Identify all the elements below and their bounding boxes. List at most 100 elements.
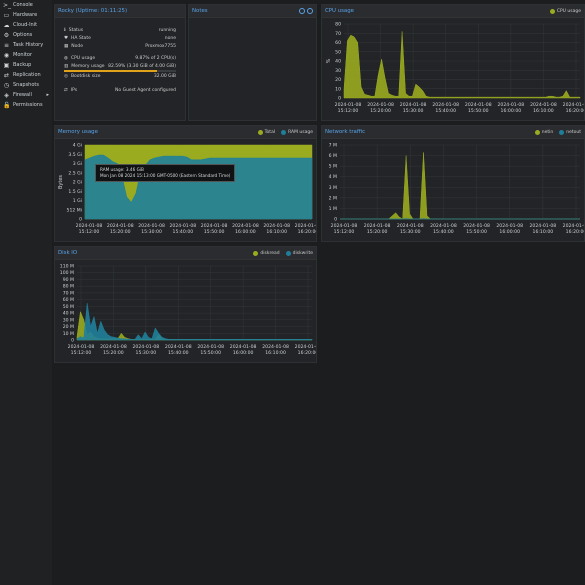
x-tick-date: 2024-01-08 <box>165 344 192 350</box>
memory-key: Memory usage <box>71 63 105 69</box>
legend-item-total[interactable]: Total <box>257 129 275 135</box>
legend-label: netin <box>541 129 554 135</box>
edit-icon[interactable] <box>299 8 305 14</box>
x-tick-time: 15:12:00 <box>79 229 100 235</box>
x-tick-date: 2024-01-08 <box>230 344 257 350</box>
x-tick-time: 15:50:00 <box>200 350 221 356</box>
x-tick-time: 15:12:00 <box>338 108 359 114</box>
x-tick-time: 16:20:00 <box>298 350 316 356</box>
sidebar-item-label: Console <box>13 2 33 8</box>
legend-item-ram-usage[interactable]: RAM usage <box>281 129 313 135</box>
x-tick-time: 15:20:00 <box>367 229 388 235</box>
x-tick-date: 2024-01-08 <box>530 102 557 108</box>
memory-row: ▥ Memory usage 82.59% (3.30 GiB of 4.00 G… <box>55 62 185 70</box>
x-tick-time: 15:30:00 <box>136 350 157 356</box>
shield-icon: ◈ <box>4 91 9 99</box>
y-tick-label: 80 M <box>63 284 74 290</box>
sidebar-item-snapshots[interactable]: ◷ Snapshots <box>0 80 52 90</box>
tooltip-line-1: RAM usage: 3.46 GiB <box>100 167 144 172</box>
x-tick-time: 15:12:00 <box>334 229 355 235</box>
cpu-panel-header: CPU usage CPU usage <box>322 5 584 18</box>
y-tick-label: 3 Gi <box>73 161 82 167</box>
legend-item-netin[interactable]: netin <box>534 129 554 135</box>
cpu-row: ◍ CPU usage 9.87% of 2 CPU(s) <box>55 54 185 62</box>
status-panel: Rocky (Uptime: 01:11:25) ℹ Status running ♥… <box>54 4 186 121</box>
y-tick-label: 60 <box>335 40 341 46</box>
y-tick-label: 2.5 Gi <box>68 170 82 176</box>
x-tick-date: 2024-01-08 <box>197 344 224 350</box>
x-tick-time: 16:20:00 <box>566 229 584 235</box>
network-panel-title: Network traffic <box>325 129 366 135</box>
x-tick-date: 2024-01-08 <box>397 223 424 229</box>
x-tick-date: 2024-01-08 <box>563 223 584 229</box>
x-tick-time: 16:10:00 <box>266 229 287 235</box>
memory-chart: 0 512 Mi 1 Gi 1.5 Gi 2 Gi 2.5 Gi 3 Gi 3.5 Gi 4 G… <box>58 143 321 236</box>
terminal-icon: >_ <box>3 1 12 9</box>
status-key: HA State <box>71 35 91 41</box>
collapse-icon[interactable] <box>307 8 313 14</box>
sidebar-item-label: Monitor <box>13 52 33 58</box>
info-icon: ℹ <box>64 27 66 33</box>
x-tick-date: 2024-01-08 <box>530 223 557 229</box>
desktop-icon: ▭ <box>3 11 10 19</box>
sidebar-item-options[interactable]: ⚙ Options <box>0 30 52 40</box>
x-tick-date: 2024-01-08 <box>563 102 584 108</box>
x-tick-time: 16:10:00 <box>265 350 286 356</box>
status-value: running <box>158 27 176 33</box>
x-tick-date: 2024-01-08 <box>496 223 523 229</box>
notes-panel: Notes <box>188 4 317 121</box>
y-tick-label: 4 Gi <box>73 143 82 149</box>
x-tick-time: 15:12:00 <box>71 350 92 356</box>
unlock-icon: 🔓 <box>3 101 11 109</box>
status-row-status: ℹ Status running <box>55 26 185 34</box>
legend-item-netout[interactable]: netout <box>559 129 581 135</box>
x-tick-date: 2024-01-08 <box>138 223 165 229</box>
y-tick-label: 20 <box>335 77 341 83</box>
sidebar-item-permissions[interactable]: 🔓 Permissions <box>0 100 52 110</box>
legend-label: diskwrite <box>292 250 313 256</box>
sidebar-item-backup[interactable]: ▣ Backup <box>0 60 52 70</box>
y-tick-label: 0 <box>338 96 341 102</box>
legend-label: RAM usage <box>288 129 313 135</box>
legend-item-diskwrite[interactable]: diskwrite <box>285 250 313 256</box>
network-panel: Network traffic netin netout 0 1 M 2 M 3 M 4 … <box>321 125 585 242</box>
cpu-value: 9.87% of 2 CPU(s) <box>135 55 176 61</box>
y-axis-label: Bytes <box>58 175 64 189</box>
x-tick-time: 16:00:00 <box>233 350 254 356</box>
ips-value: No Guest Agent configured <box>115 87 176 93</box>
sidebar-item-cloud-init[interactable]: ☁ Cloud-Init <box>0 20 52 30</box>
sidebar-nav: >_ Console ▭ Hardware ☁ Cloud-Init ⚙ Options ≡ Ta… <box>0 0 52 110</box>
series-area-cpu-usage <box>343 31 581 99</box>
x-tick-time: 16:00:00 <box>235 229 256 235</box>
bootdisk-key: Bootdisk size <box>70 73 101 79</box>
sidebar: >_ Console ▭ Hardware ☁ Cloud-Init ⚙ Options ≡ Ta… <box>0 0 52 585</box>
list-icon: ≡ <box>3 41 10 49</box>
sidebar-item-hardware[interactable]: ▭ Hardware <box>0 10 52 20</box>
disk-chart: 010 M20 M30 M40 M50 M60 M70 M80 M90 M100… <box>60 264 322 357</box>
network-legend: netin netout <box>534 129 581 135</box>
y-tick-label: 3.5 Gi <box>68 152 82 158</box>
y-tick-label: 80 <box>335 22 341 28</box>
x-tick-date: 2024-01-08 <box>295 223 316 229</box>
x-tick-date: 2024-01-08 <box>364 223 391 229</box>
sidebar-item-monitor[interactable]: ◉ Monitor <box>0 50 52 60</box>
status-key: Node <box>71 43 84 49</box>
sidebar-item-replication[interactable]: ⇄ Replication <box>0 70 52 80</box>
x-tick-time: 16:10:00 <box>533 108 554 114</box>
y-tick-label: 7 M <box>329 143 337 149</box>
legend-dot <box>253 250 259 256</box>
y-tick-label: 50 <box>335 49 341 55</box>
legend-item-cpu-usage[interactable]: CPU usage <box>549 8 581 14</box>
y-tick-label: 5 M <box>329 164 337 170</box>
x-tick-date: 2024-01-08 <box>498 102 525 108</box>
y-tick-label: 2 Gi <box>73 180 82 186</box>
sidebar-item-firewall[interactable]: ◈ Firewall ▸ <box>0 90 52 100</box>
sidebar-item-task-history[interactable]: ≡ Task History <box>0 40 52 50</box>
sidebar-item-console[interactable]: >_ Console <box>0 0 52 10</box>
status-value: none <box>164 35 176 41</box>
x-tick-time: 15:20:00 <box>370 108 391 114</box>
memory-icon: ▥ <box>64 63 69 69</box>
legend-item-diskread[interactable]: diskread <box>253 250 280 256</box>
x-tick-date: 2024-01-08 <box>263 223 290 229</box>
legend-dot <box>281 129 287 135</box>
